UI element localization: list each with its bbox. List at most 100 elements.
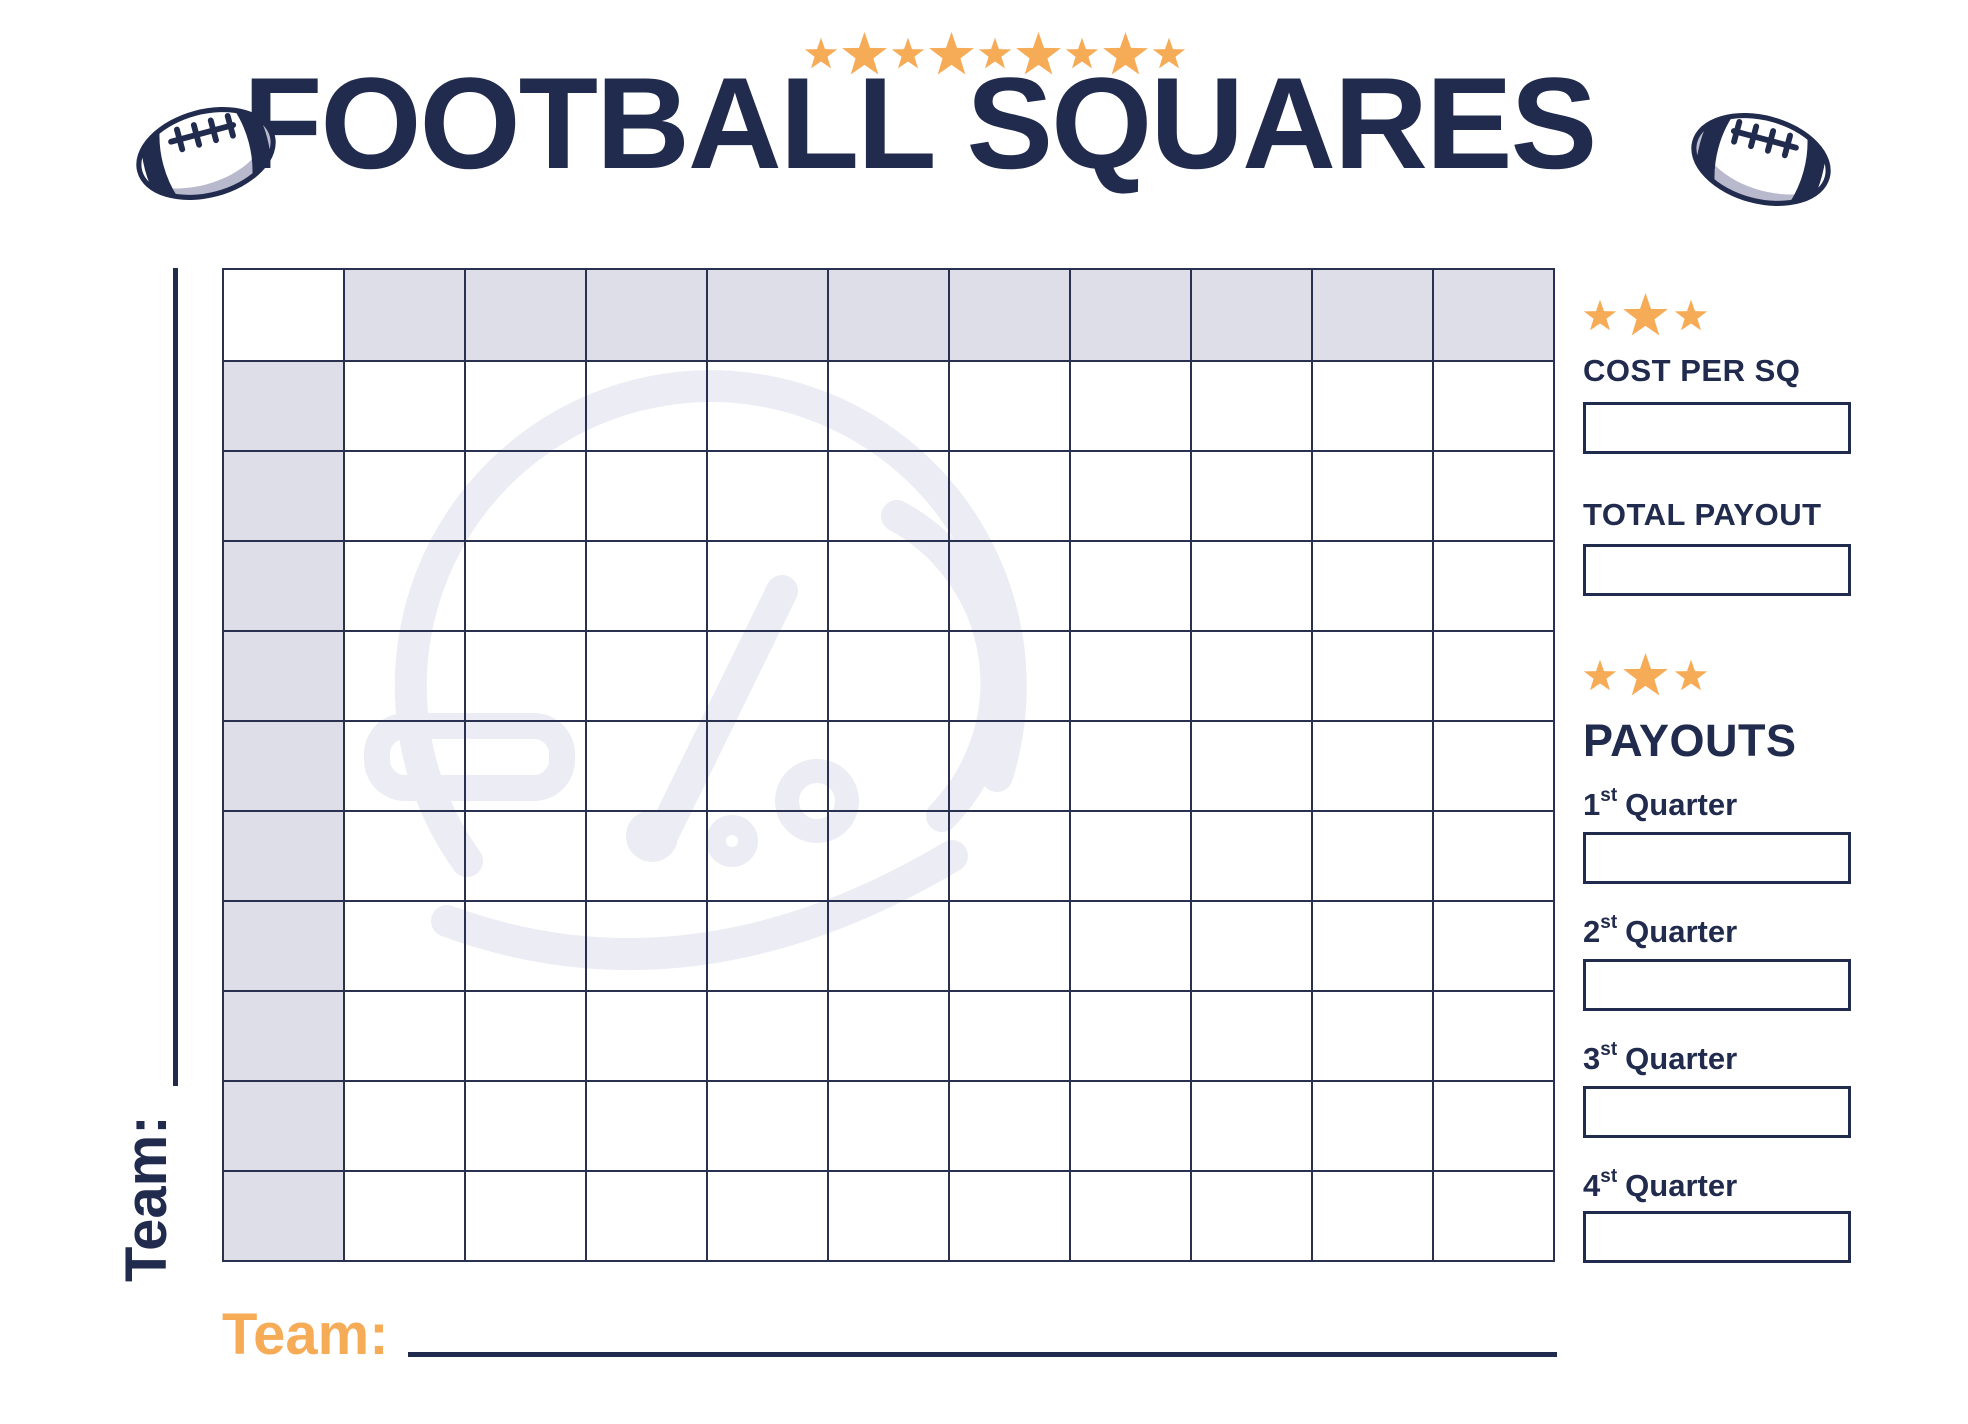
row-header-cell[interactable]: [222, 630, 345, 722]
square-cell[interactable]: [1069, 720, 1192, 812]
square-cell[interactable]: [464, 1080, 587, 1172]
quarter-2-payout-field[interactable]: [1583, 959, 1851, 1011]
square-cell[interactable]: [948, 540, 1071, 632]
square-cell[interactable]: [1190, 990, 1313, 1082]
square-cell[interactable]: [948, 360, 1071, 452]
square-cell[interactable]: [343, 360, 466, 452]
square-cell[interactable]: [1432, 900, 1555, 992]
square-cell[interactable]: [343, 810, 466, 902]
square-cell[interactable]: [1311, 540, 1434, 632]
square-cell[interactable]: [343, 990, 466, 1082]
row-header-cell[interactable]: [222, 1170, 345, 1262]
column-header-cell[interactable]: [1069, 268, 1192, 362]
square-cell[interactable]: [1069, 540, 1192, 632]
square-cell[interactable]: [585, 720, 708, 812]
row-header-cell[interactable]: [222, 540, 345, 632]
square-cell[interactable]: [585, 1170, 708, 1262]
square-cell[interactable]: [948, 990, 1071, 1082]
square-cell[interactable]: [948, 1170, 1071, 1262]
square-cell[interactable]: [827, 630, 950, 722]
square-cell[interactable]: [706, 360, 829, 452]
square-cell[interactable]: [585, 810, 708, 902]
square-cell[interactable]: [827, 1170, 950, 1262]
square-cell[interactable]: [1432, 540, 1555, 632]
square-cell[interactable]: [1432, 360, 1555, 452]
square-cell[interactable]: [464, 990, 587, 1082]
square-cell[interactable]: [1190, 450, 1313, 542]
square-cell[interactable]: [1069, 630, 1192, 722]
square-cell[interactable]: [464, 1170, 587, 1262]
square-cell[interactable]: [585, 450, 708, 542]
square-cell[interactable]: [464, 630, 587, 722]
square-cell[interactable]: [706, 540, 829, 632]
square-cell[interactable]: [1190, 900, 1313, 992]
quarter-3-payout-field[interactable]: [1583, 1086, 1851, 1138]
square-cell[interactable]: [827, 540, 950, 632]
square-cell[interactable]: [1311, 810, 1434, 902]
total-payout-field[interactable]: [1583, 544, 1851, 596]
square-cell[interactable]: [1190, 810, 1313, 902]
team-name-line-bottom[interactable]: [408, 1352, 1557, 1357]
square-cell[interactable]: [948, 900, 1071, 992]
column-header-cell[interactable]: [585, 268, 708, 362]
square-cell[interactable]: [1432, 720, 1555, 812]
square-cell[interactable]: [464, 720, 587, 812]
square-cell[interactable]: [948, 1080, 1071, 1172]
square-cell[interactable]: [1432, 810, 1555, 902]
square-cell[interactable]: [343, 720, 466, 812]
square-cell[interactable]: [343, 630, 466, 722]
square-cell[interactable]: [706, 450, 829, 542]
square-cell[interactable]: [706, 810, 829, 902]
square-cell[interactable]: [948, 720, 1071, 812]
team-name-line-vertical[interactable]: [173, 268, 178, 1086]
square-cell[interactable]: [1311, 900, 1434, 992]
column-header-cell[interactable]: [464, 268, 587, 362]
square-cell[interactable]: [1432, 630, 1555, 722]
square-cell[interactable]: [1311, 630, 1434, 722]
square-cell[interactable]: [464, 900, 587, 992]
cost-per-sq-field[interactable]: [1583, 402, 1851, 454]
square-cell[interactable]: [585, 540, 708, 632]
quarter-4-payout-field[interactable]: [1583, 1211, 1851, 1263]
square-cell[interactable]: [706, 630, 829, 722]
row-header-cell[interactable]: [222, 1080, 345, 1172]
square-cell[interactable]: [1311, 450, 1434, 542]
square-cell[interactable]: [827, 990, 950, 1082]
square-cell[interactable]: [343, 540, 466, 632]
square-cell[interactable]: [1190, 720, 1313, 812]
square-cell[interactable]: [1069, 1080, 1192, 1172]
square-cell[interactable]: [1069, 1170, 1192, 1262]
square-cell[interactable]: [585, 1080, 708, 1172]
square-cell[interactable]: [1069, 360, 1192, 452]
square-cell[interactable]: [827, 360, 950, 452]
square-cell[interactable]: [827, 900, 950, 992]
square-cell[interactable]: [706, 720, 829, 812]
square-cell[interactable]: [827, 450, 950, 542]
column-header-cell[interactable]: [1432, 268, 1555, 362]
column-header-cell[interactable]: [948, 268, 1071, 362]
square-cell[interactable]: [585, 900, 708, 992]
square-cell[interactable]: [1311, 1080, 1434, 1172]
square-cell[interactable]: [1069, 450, 1192, 542]
square-cell[interactable]: [948, 450, 1071, 542]
row-header-cell[interactable]: [222, 450, 345, 542]
row-header-cell[interactable]: [222, 360, 345, 452]
square-cell[interactable]: [1190, 360, 1313, 452]
column-header-cell[interactable]: [1190, 268, 1313, 362]
square-cell[interactable]: [343, 1170, 466, 1262]
square-cell[interactable]: [1069, 810, 1192, 902]
column-header-cell[interactable]: [1311, 268, 1434, 362]
column-header-cell[interactable]: [343, 268, 466, 362]
square-cell[interactable]: [1069, 990, 1192, 1082]
square-cell[interactable]: [1311, 1170, 1434, 1262]
row-header-cell[interactable]: [222, 810, 345, 902]
row-header-cell[interactable]: [222, 990, 345, 1082]
row-header-cell[interactable]: [222, 900, 345, 992]
square-cell[interactable]: [1190, 540, 1313, 632]
square-cell[interactable]: [948, 810, 1071, 902]
square-cell[interactable]: [464, 540, 587, 632]
column-header-cell[interactable]: [706, 268, 829, 362]
row-header-cell[interactable]: [222, 720, 345, 812]
square-cell[interactable]: [1311, 990, 1434, 1082]
square-cell[interactable]: [1311, 720, 1434, 812]
